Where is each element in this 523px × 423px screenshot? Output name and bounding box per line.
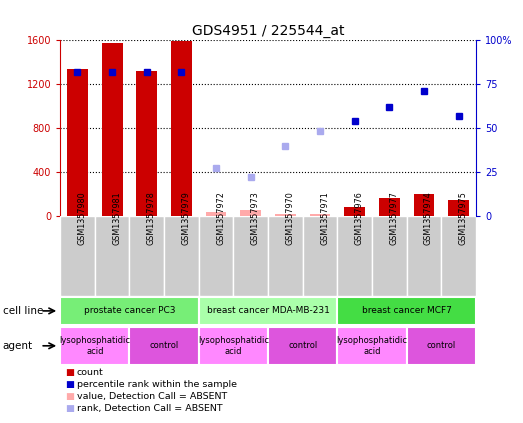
Bar — [448, 201, 469, 216]
Bar — [303, 216, 337, 296]
Text: control: control — [427, 341, 456, 350]
Text: GSM1357977: GSM1357977 — [389, 191, 399, 245]
Text: GSM1357978: GSM1357978 — [147, 191, 156, 245]
Text: percentile rank within the sample: percentile rank within the sample — [77, 380, 237, 389]
Bar — [268, 327, 337, 365]
Text: agent: agent — [3, 341, 33, 351]
Bar — [164, 216, 199, 296]
Text: prostate cancer PC3: prostate cancer PC3 — [84, 306, 175, 316]
Text: GSM1357972: GSM1357972 — [216, 191, 225, 245]
Bar — [407, 216, 441, 296]
Text: GSM1357976: GSM1357976 — [355, 191, 363, 245]
Text: GSM1357979: GSM1357979 — [181, 191, 190, 245]
Bar — [337, 216, 372, 296]
Text: breast cancer MDA-MB-231: breast cancer MDA-MB-231 — [207, 306, 329, 316]
Text: GSM1357971: GSM1357971 — [320, 191, 329, 245]
Text: GSM1357981: GSM1357981 — [112, 191, 121, 245]
Bar — [414, 194, 434, 216]
Text: GSM1357980: GSM1357980 — [77, 191, 86, 245]
Text: ■: ■ — [65, 392, 74, 401]
Bar — [171, 41, 192, 216]
Bar — [310, 214, 331, 216]
Bar — [199, 327, 268, 365]
Bar — [337, 297, 476, 325]
Bar — [344, 207, 365, 216]
Bar — [337, 327, 407, 365]
Bar — [275, 214, 295, 216]
Bar — [129, 216, 164, 296]
Bar — [206, 212, 226, 216]
Text: ■: ■ — [65, 368, 74, 377]
Title: GDS4951 / 225544_at: GDS4951 / 225544_at — [192, 24, 344, 38]
Text: value, Detection Call = ABSENT: value, Detection Call = ABSENT — [77, 392, 227, 401]
Text: lysophosphatidic
acid: lysophosphatidic acid — [59, 336, 130, 355]
Text: cell line: cell line — [3, 306, 43, 316]
Text: lysophosphatidic
acid: lysophosphatidic acid — [336, 336, 407, 355]
Text: breast cancer MCF7: breast cancer MCF7 — [362, 306, 451, 316]
Bar — [60, 327, 129, 365]
Bar — [441, 216, 476, 296]
Bar — [407, 327, 476, 365]
Text: GSM1357975: GSM1357975 — [459, 191, 468, 245]
Bar — [60, 297, 199, 325]
Text: lysophosphatidic
acid: lysophosphatidic acid — [198, 336, 269, 355]
Bar — [241, 210, 261, 216]
Text: ■: ■ — [65, 404, 74, 412]
Text: rank, Detection Call = ABSENT: rank, Detection Call = ABSENT — [77, 404, 222, 412]
Bar — [129, 327, 199, 365]
Bar — [199, 216, 233, 296]
Bar — [372, 216, 407, 296]
Text: control: control — [288, 341, 317, 350]
Text: control: control — [150, 341, 179, 350]
Bar — [101, 44, 122, 216]
Text: ■: ■ — [65, 380, 74, 389]
Text: GSM1357974: GSM1357974 — [424, 191, 433, 245]
Bar — [233, 216, 268, 296]
Bar — [268, 216, 303, 296]
Text: GSM1357970: GSM1357970 — [286, 191, 294, 245]
Text: GSM1357973: GSM1357973 — [251, 191, 260, 245]
Bar — [137, 71, 157, 216]
Bar — [95, 216, 129, 296]
Bar — [67, 69, 88, 216]
Bar — [199, 297, 337, 325]
Bar — [379, 198, 400, 216]
Bar — [60, 216, 95, 296]
Text: count: count — [77, 368, 104, 377]
